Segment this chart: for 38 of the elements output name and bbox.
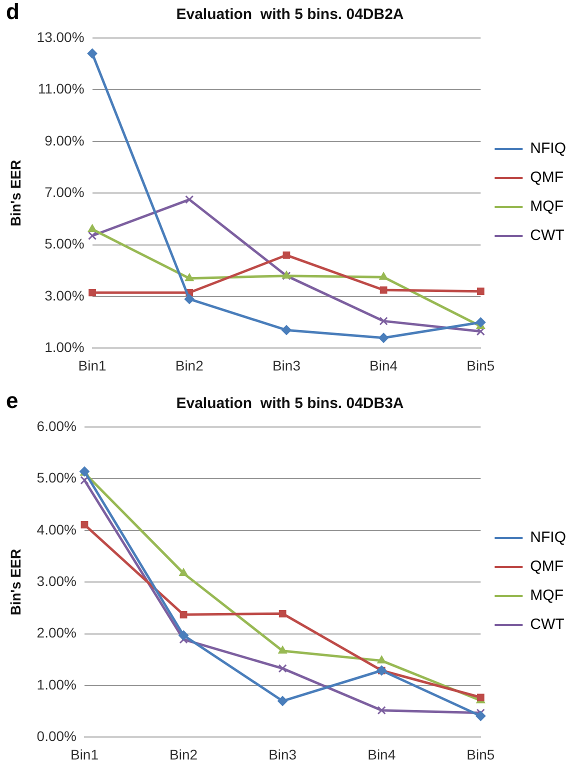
- legend-label: CWT: [530, 616, 564, 634]
- text: d: [6, 0, 20, 24]
- y-tick-label: 11.00%: [38, 80, 84, 97]
- legend-label: NFIQ: [530, 529, 566, 546]
- y-tick-label: 5.00%: [36, 470, 76, 486]
- y-tick-label: 13.00%: [36, 28, 84, 45]
- legend-label: QMF: [530, 558, 564, 576]
- y-tick-label: 1.00%: [44, 339, 84, 356]
- legend-label: MQF: [530, 587, 564, 604]
- text: e: [6, 388, 18, 414]
- y-axis-title: Bin's EER: [7, 160, 24, 226]
- x-tick-label: Bin4: [368, 746, 396, 762]
- chart-title: Evaluation with 5 bins. 04DB2A: [176, 6, 404, 24]
- y-tick-label: 4.00%: [36, 521, 76, 538]
- y-tick-label: 1.00%: [36, 676, 76, 692]
- y-tick-label: 2.00%: [36, 624, 76, 641]
- x-tick-label: Bin2: [170, 746, 198, 762]
- y-tick-label: 6.00%: [36, 418, 76, 434]
- y-tick-label: 9.00%: [44, 132, 84, 148]
- x-tick-label: Bin5: [466, 357, 495, 374]
- y-tick-label: 3.00%: [44, 287, 84, 304]
- x-tick-label: Bin1: [78, 357, 106, 374]
- x-tick-label: Bin2: [175, 357, 204, 374]
- y-tick-label: 3.00%: [36, 572, 76, 589]
- x-tick-label: Bin1: [70, 746, 99, 762]
- y-tick-label: 7.00%: [44, 184, 84, 200]
- x-tick-label: Bin3: [272, 357, 301, 374]
- x-tick-label: Bin5: [466, 746, 495, 762]
- legend-label: CWT: [530, 227, 564, 244]
- legend-label: MQF: [530, 198, 564, 216]
- chart-title: Evaluation with 5 bins. 04DB3A: [176, 395, 404, 412]
- legend-label: NFIQ: [530, 140, 566, 158]
- y-axis-title: Bin's EER: [7, 548, 24, 616]
- x-tick-label: Bin3: [268, 746, 297, 762]
- y-tick-label: 5.00%: [44, 236, 84, 252]
- legend-label: QMF: [530, 169, 564, 186]
- y-tick-label: 0.00%: [36, 728, 76, 744]
- x-tick-label: Bin4: [370, 357, 398, 374]
